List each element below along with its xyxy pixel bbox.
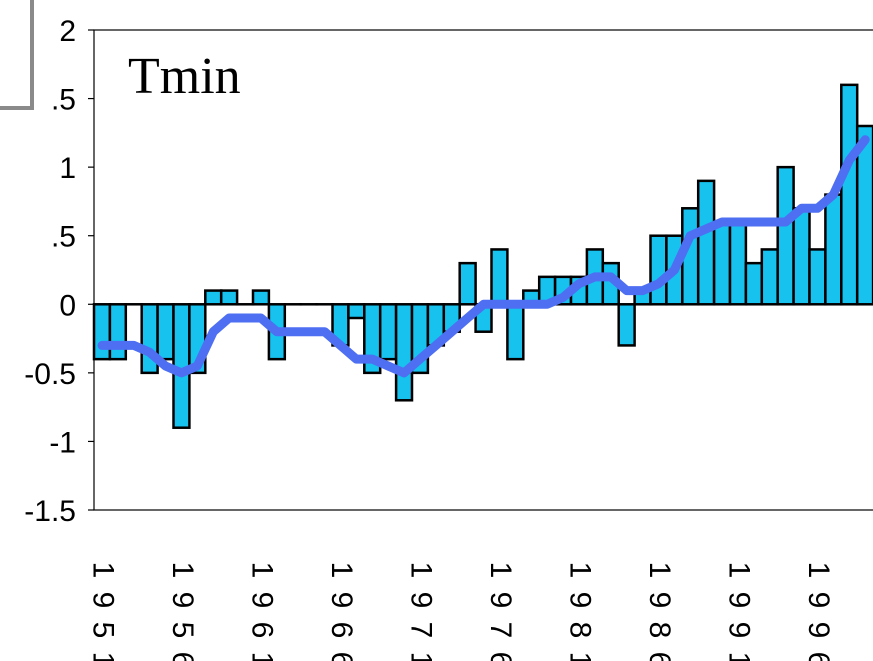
x-tick-glyph: 7	[484, 622, 517, 639]
bar	[490, 248, 509, 306]
x-tick-glyph: 6	[484, 652, 517, 661]
bar	[696, 179, 716, 306]
y-tick-label: -0.5	[24, 358, 76, 391]
x-tick-glyph: 9	[722, 622, 755, 639]
bar	[808, 248, 827, 306]
x-tick-glyph: 1	[166, 562, 199, 579]
x-tick-glyph: 1	[643, 562, 676, 579]
bar	[506, 303, 525, 361]
x-tick-glyph: 1	[245, 562, 278, 579]
x-tick-glyph: 8	[563, 622, 596, 639]
x-tick-label: 6 6 9 1	[325, 562, 358, 661]
x-tick-glyph: 6	[166, 652, 199, 661]
bar	[824, 193, 843, 306]
x-tick-glyph: 1	[484, 562, 517, 579]
x-tick-glyph: 1	[86, 562, 119, 579]
legend-box	[0, 0, 34, 110]
bar	[156, 303, 175, 361]
y-tick-label: 0	[59, 289, 76, 322]
chart-title: Tmin	[128, 48, 241, 105]
x-tick-glyph: 1	[325, 562, 358, 579]
x-tick-glyph: 9	[802, 592, 835, 609]
x-tick-glyph: 6	[325, 652, 358, 661]
x-tick-glyph: 1	[86, 652, 119, 661]
x-tick-glyph: 6	[802, 652, 835, 661]
y-tick-label: -1	[49, 426, 76, 459]
x-tick-glyph: 6	[325, 622, 358, 639]
x-tick-label: 6 8 9 1	[643, 562, 676, 661]
x-tick-glyph: 6	[245, 622, 278, 639]
x-tick-glyph: 9	[722, 592, 755, 609]
x-tick-glyph: 9	[802, 622, 835, 639]
x-tick-glyph: 1	[802, 562, 835, 579]
y-tick-label: -1.5	[24, 495, 76, 528]
x-tick-glyph: 5	[166, 622, 199, 639]
y-axis: 2 .5 1 .5 0 -0.5 -1 -1.5	[24, 15, 94, 528]
bar	[792, 207, 811, 306]
trend-line	[97, 135, 870, 378]
x-tick-glyph: 5	[86, 622, 119, 639]
x-tick-glyph: 1	[722, 562, 755, 579]
bar	[458, 261, 477, 306]
x-tick-glyph: 9	[563, 592, 596, 609]
bar	[394, 303, 414, 402]
x-tick-glyph: 9	[325, 592, 358, 609]
bar	[760, 248, 779, 306]
bar	[728, 220, 748, 306]
x-tick-glyph: 1	[404, 652, 437, 661]
bar	[219, 289, 239, 306]
bar	[347, 303, 366, 320]
plot-area	[93, 29, 873, 511]
bar	[204, 289, 223, 306]
x-tick-glyph: 9	[86, 592, 119, 609]
bar	[744, 261, 764, 306]
y-tick-label: .5	[51, 84, 76, 117]
x-tick-glyph: 1	[722, 652, 755, 661]
bar	[840, 83, 859, 306]
x-tick-glyph: 9	[643, 592, 676, 609]
x-tick-label: 6 5 9 1	[166, 562, 199, 661]
y-tick-label: 1	[59, 152, 76, 185]
x-tick-label: 6 9 9 1	[802, 562, 835, 661]
x-tick-glyph: 1	[563, 652, 596, 661]
y-tick-label: .5	[51, 221, 76, 254]
bar	[712, 220, 732, 306]
x-tick-glyph: 9	[404, 592, 437, 609]
x-tick-glyph: 9	[484, 592, 517, 609]
x-tick-glyph: 1	[404, 562, 437, 579]
bar	[108, 303, 128, 361]
x-tick-glyph: 1	[245, 652, 278, 661]
x-tick-glyph: 8	[643, 622, 676, 639]
bar	[378, 303, 398, 361]
bar	[251, 289, 271, 306]
x-tick-glyph: 9	[245, 592, 278, 609]
bar	[776, 165, 795, 306]
bar	[92, 303, 112, 361]
bar-series	[92, 83, 873, 429]
x-tick-label: 6 7 9 1	[484, 562, 517, 661]
x-tick-glyph: 7	[404, 622, 437, 639]
x-tick-glyph: 9	[166, 592, 199, 609]
x-tick-glyph: 1	[563, 562, 596, 579]
y-tick-label: 2	[59, 15, 76, 48]
x-tick-glyph: 6	[643, 652, 676, 661]
bar	[649, 234, 668, 306]
bar	[617, 303, 636, 347]
